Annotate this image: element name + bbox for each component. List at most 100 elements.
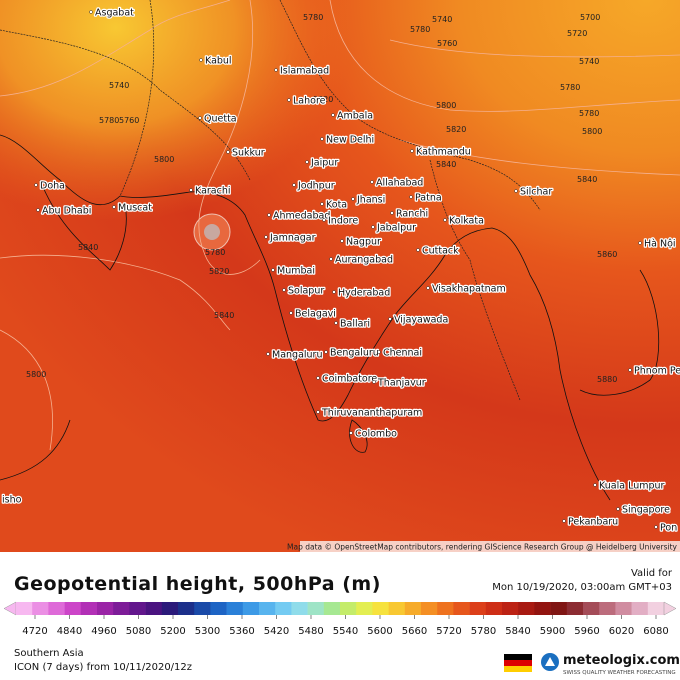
contour-labels: 5780 574057805700572057605740578058005820…	[26, 13, 617, 384]
city-label: Pon	[660, 523, 677, 534]
contour-label: 5800	[154, 155, 174, 164]
contour-label: 5840	[214, 311, 234, 320]
city-label: Jamnagar	[269, 233, 316, 244]
contour-label: 5760	[437, 39, 457, 48]
city-label: Ranchi	[396, 209, 428, 220]
contour-label: 5800	[26, 370, 46, 379]
colorbar-ticks: 4720 4840 4960 5080 5200 5300 5360 5420 5480 5540…	[22, 615, 669, 637]
city-dot	[628, 368, 632, 372]
low-core	[204, 224, 220, 240]
city-label: Jabalpur	[376, 223, 416, 234]
colorbar-swatch	[404, 602, 422, 615]
colorbar-swatch	[323, 602, 341, 615]
city-label: Jaipur	[310, 158, 338, 169]
city-dot	[377, 350, 381, 354]
colorbar-swatch	[80, 602, 98, 615]
contour-label: 5860	[597, 250, 617, 259]
city-label: Cuttack	[422, 246, 459, 257]
city-label: Visakhapatnam	[432, 284, 506, 295]
city-label: Bengaluru	[330, 348, 379, 359]
colorbar-swatch	[469, 602, 487, 615]
colorbar-tick-label: 5300	[195, 626, 220, 637]
contour-label: 5800	[436, 101, 456, 110]
city-label: Silchar	[520, 187, 552, 198]
colorbar-swatch	[485, 602, 503, 615]
city-label: Kathmandu	[416, 147, 471, 158]
city-label: Indore	[328, 216, 358, 227]
contour-label: 5760	[119, 116, 139, 125]
colorbar-swatch	[194, 602, 211, 615]
city-label: Solapur	[288, 286, 324, 297]
colorbar-tick-label: 5840	[505, 626, 530, 637]
colorbar-tick-label: 5200	[160, 626, 185, 637]
city-label: Islamabad	[280, 66, 329, 77]
map: 5780 574057805700572057605740578058005820…	[0, 0, 680, 552]
city-label: isho	[2, 495, 22, 506]
city-dot	[271, 268, 275, 272]
colorbar-tick-label: 5780	[471, 626, 496, 637]
city-dot	[410, 149, 414, 153]
model: ICON (7 days) from 10/11/2020/12z	[14, 662, 192, 673]
city-dot	[198, 116, 202, 120]
city-label: Singapore	[622, 505, 670, 516]
city-dot	[370, 180, 374, 184]
colorbar-swatch	[518, 602, 535, 615]
contour-label: 5780	[560, 83, 580, 92]
city-label: Phnom Penh	[634, 366, 680, 377]
colorbar-swatch	[291, 602, 308, 615]
city-dot	[320, 202, 324, 206]
city-dot	[266, 352, 270, 356]
city-label: New Delhi	[326, 135, 374, 146]
city-label: Kota	[326, 200, 347, 211]
colorbar-swatch	[275, 602, 292, 615]
colorbar-swatch	[64, 602, 82, 615]
city-label: Quetta	[204, 114, 237, 125]
city-dot	[371, 225, 375, 229]
city-dot	[329, 257, 333, 261]
colorbar-swatch	[340, 602, 357, 615]
city-label: Thanjavur	[377, 378, 426, 389]
colorbar-swatch	[631, 602, 649, 615]
colorbar-swatch	[647, 602, 665, 615]
city-dot	[372, 380, 376, 384]
colorbar-tick-label: 6020	[609, 626, 634, 637]
valid-label: Valid for	[631, 568, 673, 579]
borders	[0, 0, 541, 401]
contour-label: 5840	[577, 175, 597, 184]
colorbar-swatch	[161, 602, 179, 615]
city-label: Nagpur	[346, 237, 381, 248]
contour-label: 5820	[209, 267, 229, 276]
city-dot	[264, 235, 268, 239]
city-dot	[332, 290, 336, 294]
city-label: Coimbatore	[322, 374, 377, 385]
colorbar-swatch	[534, 602, 551, 615]
colorbar-swatch	[615, 602, 632, 615]
city-label: Asgabat	[95, 8, 134, 19]
city-dot	[189, 188, 193, 192]
city-dot	[322, 218, 326, 222]
colorbar-swatch	[453, 602, 470, 615]
colorbar-swatch	[356, 602, 373, 615]
colorbar-tick-label: 5900	[540, 626, 565, 637]
colorbar-tick-label: 5480	[298, 626, 323, 637]
colorbar-swatch	[226, 602, 244, 615]
contour-label: 5780	[303, 13, 323, 22]
city-label: Belagavi	[295, 309, 336, 320]
colorbar-swatch	[599, 602, 616, 615]
valid-time: Mon 10/19/2020, 03:00am GMT+03	[492, 582, 672, 593]
city-dot	[226, 150, 230, 154]
city-label: Colombo	[355, 429, 397, 440]
colorbar-swatch	[502, 602, 519, 615]
colorbar-swatch	[259, 602, 276, 615]
city-dot	[112, 205, 116, 209]
contour-label: 5840	[78, 243, 98, 252]
flag	[504, 654, 532, 672]
colorbar-tick-label: 5660	[402, 626, 427, 637]
city-label: Jodhpur	[297, 181, 335, 192]
city-dot	[324, 350, 328, 354]
attribution: Map data © OpenStreetMap contributors, r…	[287, 543, 678, 552]
legend-title: Geopotential height, 500hPa (m)	[14, 573, 381, 595]
colorbar-swatch	[372, 602, 389, 615]
